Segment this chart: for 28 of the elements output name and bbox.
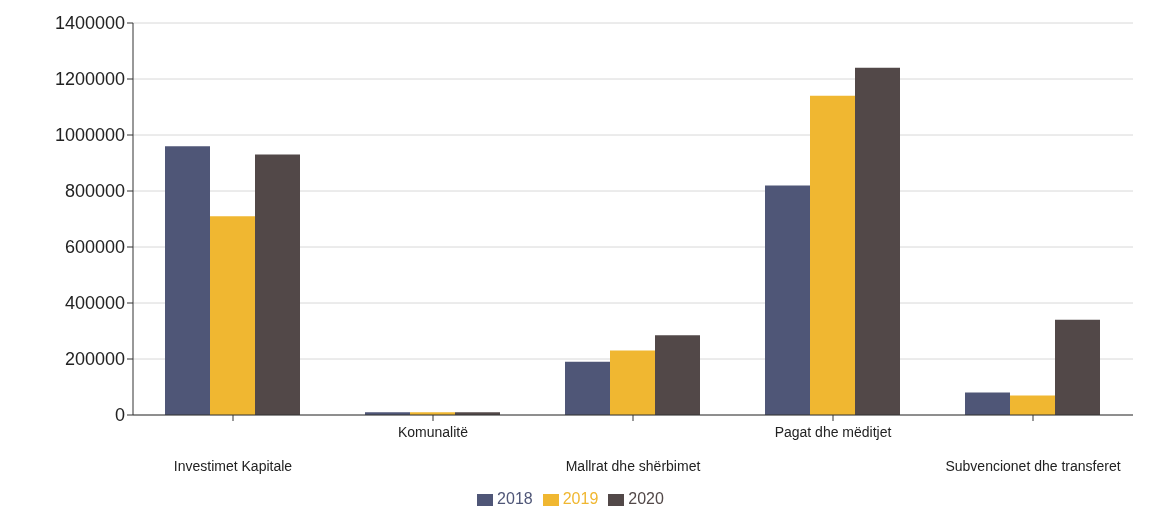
bar [765,185,810,415]
x-tick-label: Investimet Kapitale [173,458,293,474]
y-tick-label: 200000 [64,349,125,370]
y-tick-label: 600000 [64,237,125,258]
y-tick-label: 400000 [64,293,125,314]
bar [1055,319,1100,415]
bar [210,216,255,415]
y-tick-label: 0 [114,405,125,426]
y-tick-label: 1000000 [54,125,125,146]
bar [965,392,1010,415]
bar [855,67,900,415]
y-tick-label: 800000 [64,181,125,202]
x-tick-label: Mallrat dhe shërbimet [565,458,701,474]
bar [655,335,700,415]
bar [565,361,610,415]
legend-label: 2018 [497,490,533,507]
legend-label: 2019 [562,490,599,507]
y-tick-label: 1200000 [54,69,125,90]
x-tick-label: Komunalitë [397,424,469,440]
y-tick-label: 1400000 [54,13,125,34]
bar [1010,395,1055,415]
bar [610,350,655,415]
legend-label: 2020 [628,490,664,507]
x-tick-label: Subvencionet dhe transferet [945,458,1121,474]
x-tick-label: Pagat dhe mëditjet [774,424,892,440]
bar [810,95,855,415]
bar [255,154,300,415]
bar [165,146,210,415]
